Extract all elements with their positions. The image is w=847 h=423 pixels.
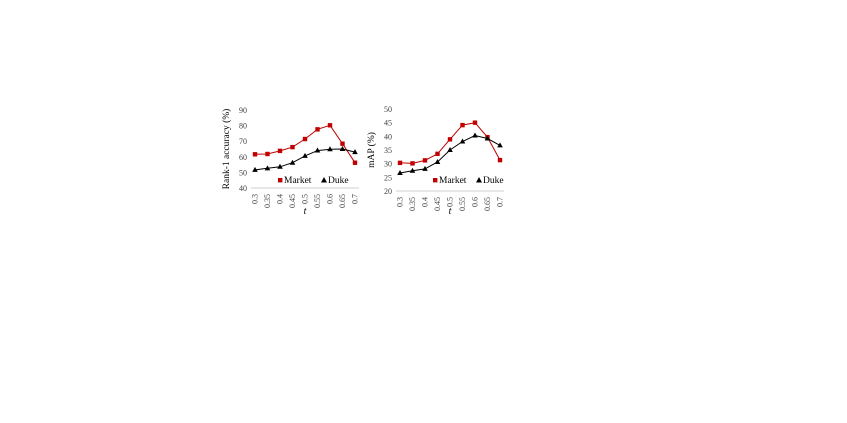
data-point-market bbox=[265, 151, 270, 157]
data-point-market bbox=[422, 158, 428, 163]
data-point-duke bbox=[264, 165, 271, 171]
data-point-duke bbox=[327, 146, 333, 152]
data-point-market bbox=[410, 161, 415, 166]
legend-label-duke: Duke bbox=[483, 176, 504, 186]
x-tick-label: 0.6 bbox=[471, 197, 480, 207]
data-point-duke bbox=[497, 142, 503, 148]
x-tick-label: 0.3 bbox=[396, 197, 405, 207]
x-tick-label: 0.35 bbox=[263, 194, 272, 208]
y-tick-label: 45 bbox=[384, 119, 392, 128]
data-point-market bbox=[290, 144, 295, 150]
data-point-duke bbox=[277, 163, 283, 169]
data-point-duke bbox=[252, 166, 258, 172]
data-point-duke bbox=[484, 135, 491, 141]
x-tick-label: 0.4 bbox=[276, 194, 285, 204]
y-axis-label: mAP (%) bbox=[366, 132, 377, 168]
data-point-market bbox=[447, 137, 453, 142]
data-point-market bbox=[302, 136, 308, 142]
y-tick-label: 50 bbox=[239, 168, 247, 177]
x-tick-label: 0.4 bbox=[421, 197, 430, 207]
x-tick-label: 0.7 bbox=[351, 194, 360, 204]
legend-marker-market bbox=[433, 178, 438, 183]
y-tick-label: 80 bbox=[239, 122, 247, 131]
legend: Market Duke bbox=[278, 176, 349, 186]
data-point-duke bbox=[289, 159, 296, 165]
data-point-duke bbox=[302, 152, 308, 158]
x-tick-label: 0.55 bbox=[458, 197, 467, 211]
y-axis-label: Rank-1 accuracy (%) bbox=[221, 109, 232, 190]
x-tick-label: 0.65 bbox=[338, 194, 347, 208]
chart-panel-1: 40 50 60 70 80 90 0.3 0.35 0.4 0.45 0.5 0.55 0.6 0.65… bbox=[221, 106, 360, 217]
y-tick-label: 60 bbox=[239, 153, 247, 162]
y-tick-label: 20 bbox=[384, 187, 392, 196]
data-point-market bbox=[327, 123, 333, 128]
legend-marker-market bbox=[278, 178, 283, 183]
legend-label-market: Market bbox=[439, 176, 467, 186]
x-tick-label: 0.35 bbox=[408, 197, 417, 211]
data-point-duke bbox=[339, 146, 346, 151]
legend-marker-duke bbox=[321, 177, 327, 183]
y-tick-label: 40 bbox=[384, 132, 392, 141]
data-point-market bbox=[315, 127, 320, 132]
legend: Market Duke bbox=[433, 176, 504, 186]
data-point-duke bbox=[434, 159, 441, 165]
y-tick-label: 90 bbox=[239, 106, 247, 115]
x-axis-label: t bbox=[449, 206, 452, 217]
x-tick-label: 0.45 bbox=[288, 194, 297, 208]
data-point-duke bbox=[409, 167, 416, 173]
x-tick-label: 0.7 bbox=[496, 197, 505, 207]
data-point-duke bbox=[472, 132, 478, 138]
x-tick-label: 0.65 bbox=[483, 197, 492, 211]
legend-marker-duke bbox=[476, 177, 482, 183]
data-point-market bbox=[472, 120, 478, 125]
data-point-market bbox=[497, 157, 503, 163]
y-tick-label: 40 bbox=[239, 184, 247, 193]
data-point-market bbox=[397, 160, 403, 166]
data-point-duke bbox=[447, 147, 453, 152]
data-point-market bbox=[252, 152, 258, 157]
series-line-duke bbox=[254, 148, 356, 171]
legend-label-market: Market bbox=[284, 176, 312, 186]
x-axis-label: t bbox=[304, 206, 307, 217]
x-tick-label: 0.55 bbox=[313, 194, 322, 208]
x-tick-label: 0.6 bbox=[326, 194, 335, 204]
data-point-market bbox=[460, 122, 465, 128]
y-tick-label: 50 bbox=[384, 105, 392, 114]
x-tick-label: 0.5 bbox=[301, 194, 310, 204]
data-point-duke bbox=[352, 149, 358, 155]
y-tick-label: 70 bbox=[239, 137, 247, 146]
x-tick-label: 0.45 bbox=[433, 197, 442, 211]
x-tick-label: 0.5 bbox=[446, 197, 455, 207]
data-point-market bbox=[352, 160, 358, 165]
data-point-duke bbox=[422, 165, 428, 171]
data-point-market bbox=[340, 141, 345, 146]
x-tick-label: 0.3 bbox=[251, 194, 260, 204]
legend-label-duke: Duke bbox=[328, 176, 349, 186]
data-point-duke bbox=[459, 138, 466, 144]
data-point-market bbox=[435, 151, 440, 157]
y-tick-label: 35 bbox=[384, 146, 392, 155]
data-point-market bbox=[277, 148, 283, 154]
y-tick-label: 25 bbox=[384, 173, 392, 182]
series-line-market bbox=[399, 122, 501, 164]
data-point-duke bbox=[314, 147, 321, 153]
data-point-duke bbox=[397, 169, 403, 175]
y-tick-label: 30 bbox=[384, 160, 392, 169]
